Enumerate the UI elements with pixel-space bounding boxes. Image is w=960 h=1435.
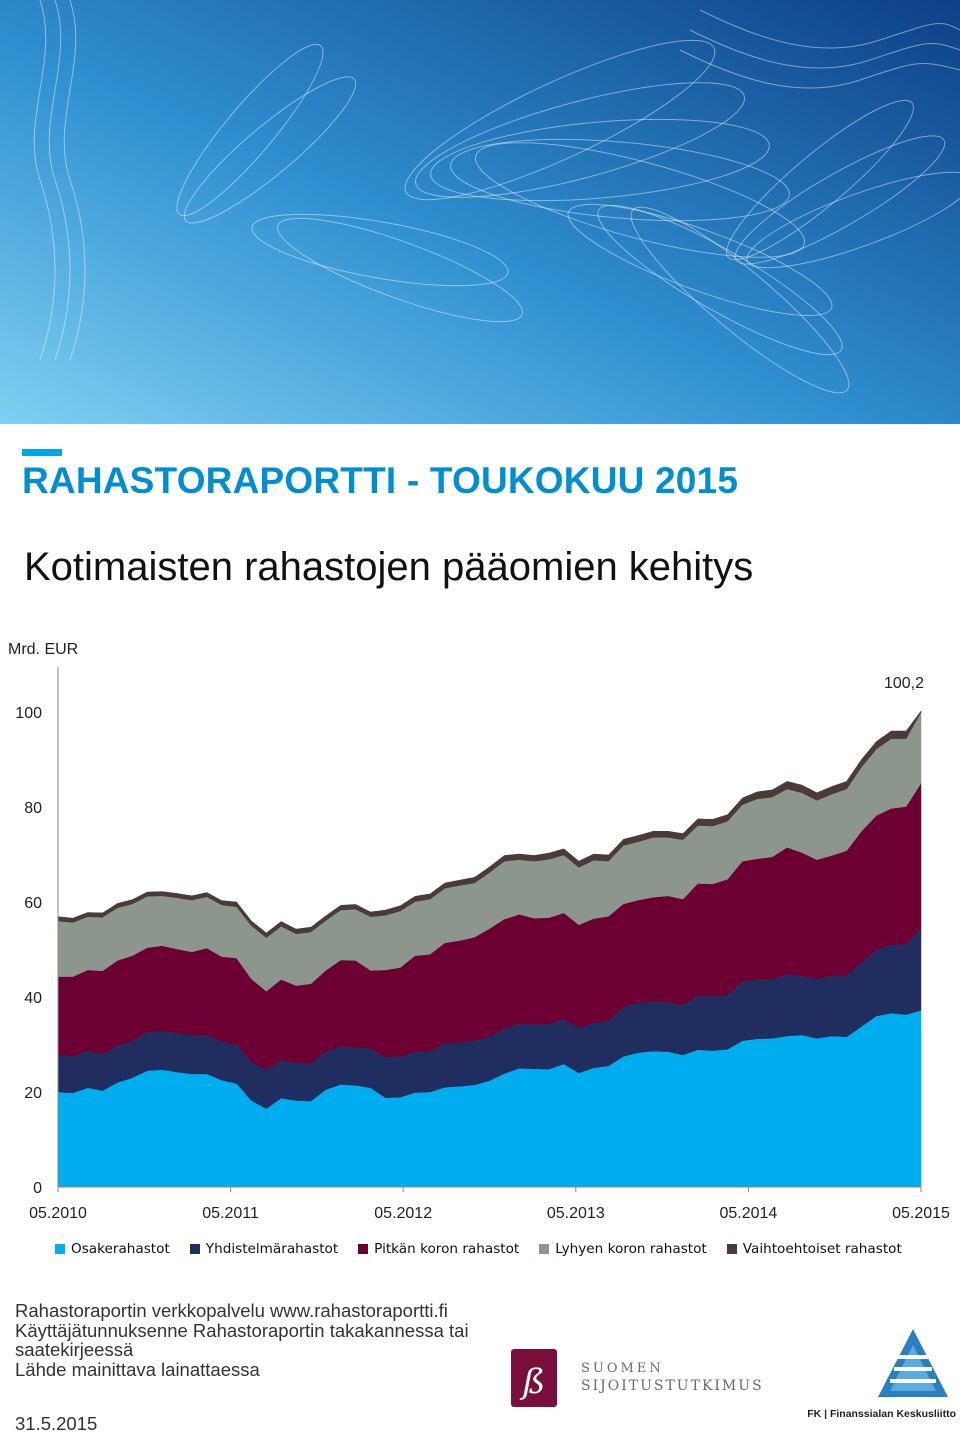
svg-text:ß: ß: [520, 1362, 546, 1402]
report-date: 31.5.2015: [15, 1413, 98, 1434]
legend-swatch: [189, 1244, 200, 1254]
header-banner: [0, 0, 960, 424]
y-tick-label: 60: [24, 895, 42, 912]
area-vaihtoehtoiset-rahastot: [57, 710, 922, 938]
footer-info: Rahastoraportin verkkopalvelu www.rahast…: [15, 1301, 515, 1379]
legend-swatch: [55, 1244, 65, 1254]
logo-text-line2: SIJOITUSTUTKIMUS: [581, 1378, 764, 1394]
x-tick-label: 05.2010: [29, 1205, 87, 1222]
y-tick-label: 80: [24, 800, 42, 817]
report-title: RAHASTORAPORTTI - TOUKOKUU 2015: [22, 460, 739, 501]
legend-item-osakerahastot: Osakerahastot: [55, 1241, 170, 1257]
x-tick-label: 05.2011: [202, 1205, 259, 1222]
footer-credentials-line: Käyttäjätunnuksenne Rahastoraportin taka…: [15, 1319, 469, 1341]
legend-label: Lyhyen koron rahastot: [555, 1241, 707, 1257]
logo-text-line1: SUOMEN: [581, 1361, 664, 1376]
legend-swatch: [726, 1244, 737, 1254]
footer-website-line: Rahastoraportin verkkopalvelu www.rahast…: [15, 1300, 448, 1321]
legend-item-vaihtoehtoiset-rahastot: Vaihtoehtoiset rahastot: [726, 1241, 902, 1257]
suomen-sijoitustutkimus-logo: ß SUOMEN SIJOITUSTUTKIMUS: [505, 1345, 805, 1415]
y-tick-label: 100: [15, 705, 42, 722]
x-tick-label: 05.2014: [719, 1205, 777, 1222]
footer-source-line: Lähde mainittava lainattaessa: [15, 1358, 260, 1380]
x-tick-label: 05.2015: [892, 1205, 950, 1222]
legend-label: Vaihtoehtoiset rahastot: [742, 1241, 902, 1257]
chart-legend: Osakerahastot Yhdistelmärahastot Pitkän …: [55, 1241, 902, 1257]
y-tick-label: 20: [24, 1085, 42, 1102]
fk-logo-text: FK | Finanssialan Keskusliitto: [808, 1408, 956, 1420]
legend-label: Pitkän koron rahastot: [374, 1241, 520, 1257]
y-tick-label: 0: [33, 1180, 42, 1197]
y-unit-label: Mrd. EUR: [8, 641, 78, 658]
total-annotation: 100,2: [884, 675, 924, 692]
legend-label: Yhdistelmärahastot: [205, 1241, 339, 1257]
title-accent-bar: [22, 449, 62, 456]
stacked-area-chart: 0 20 40 60 80 100 05.2010 05.2011 05.2012 05.2013…: [8, 641, 950, 1222]
finanssialan-keskusliitto-logo: FK | Finanssialan Keskusliitto: [807, 1325, 958, 1425]
chart-title: Kotimaisten rahastojen pääomien kehitys: [24, 545, 754, 589]
y-tick-label: 40: [24, 990, 42, 1007]
legend-item-lyhyen-koron-rahastot: Lyhyen koron rahastot: [539, 1241, 707, 1257]
legend-item-pitkan-koron-rahastot: Pitkän koron rahastot: [358, 1241, 519, 1257]
legend-swatch: [358, 1244, 369, 1254]
x-tick-label: 05.2013: [547, 1205, 605, 1222]
x-tick-label: 05.2012: [374, 1205, 432, 1222]
legend-swatch: [539, 1244, 550, 1254]
footer-credentials-line-2: saatekirjeessä: [15, 1339, 134, 1360]
legend-item-yhdistelmarahastot: Yhdistelmärahastot: [189, 1241, 339, 1257]
legend-label: Osakerahastot: [71, 1241, 170, 1257]
